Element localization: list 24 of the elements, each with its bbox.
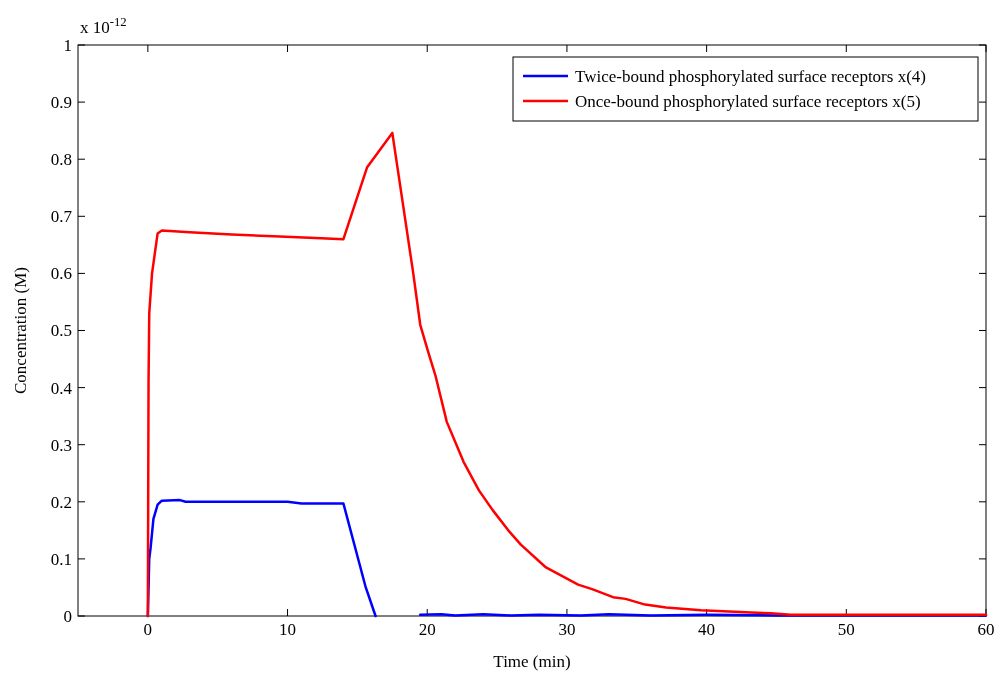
y-tick-label: 0.1 [50,549,72,569]
legend-label: Once-bound phosphorylated surface receptors x(5) [575,91,921,111]
y-tick-label: 1 [63,35,72,55]
x-tick-label: 40 [698,620,716,639]
y-tick-label: 0 [63,606,72,626]
x-tick-label: 60 [977,620,995,639]
x-tick-label: 0 [143,620,153,639]
x-tick-label: 50 [837,620,855,639]
x-tick-label: 10 [279,620,297,639]
y-tick-label: 0.6 [50,264,72,284]
x-tick-label: 20 [418,620,436,639]
x-axis-title: Time (min) [493,652,571,671]
y-tick-label: 0.5 [50,321,72,341]
x-tick-label: 30 [558,620,576,639]
y-tick-label: 0.8 [50,150,72,170]
y-tick-label: 0.2 [50,492,72,512]
y-tick-label: 0.9 [50,93,72,113]
y-tick-label: 0.4 [50,378,73,398]
text: x 10$^{-12}$ [80,15,127,37]
legend-label: Twice-bound phosphorylated surface receptors x(4) [575,66,926,86]
y-tick-label: 0.7 [50,207,73,227]
y-axis-title: Concentration (M) [11,267,30,394]
y-tick-label: 0.3 [50,435,72,455]
line-series [146,131,988,618]
